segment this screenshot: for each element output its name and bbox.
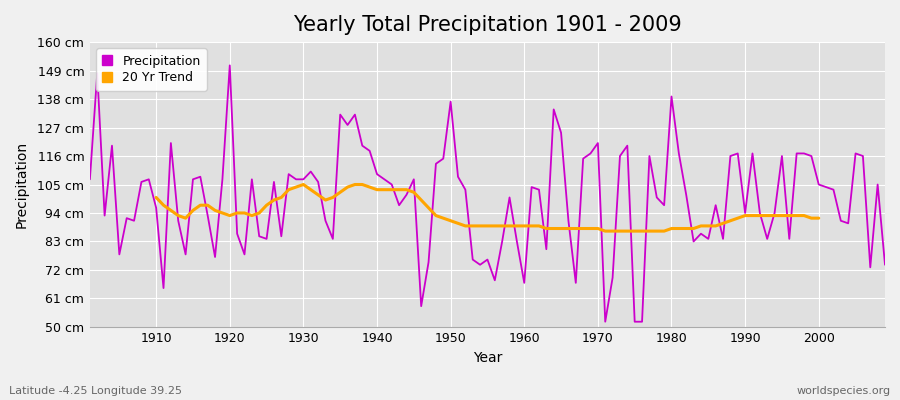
Precipitation <box>599 319 610 324</box>
Precipitation <box>622 143 633 148</box>
Line: Precipitation: Precipitation <box>90 66 885 322</box>
Text: worldspecies.org: worldspecies.org <box>796 386 891 396</box>
Precipitation <box>519 280 530 285</box>
Precipitation <box>879 262 890 267</box>
20 Yr Trend <box>814 216 824 220</box>
Text: Latitude -4.25 Longitude 39.25: Latitude -4.25 Longitude 39.25 <box>9 386 182 396</box>
Precipitation <box>312 180 323 184</box>
20 Yr Trend <box>231 210 242 215</box>
Line: 20 Yr Trend: 20 Yr Trend <box>156 184 819 231</box>
Precipitation <box>357 143 368 148</box>
20 Yr Trend <box>725 218 736 223</box>
Precipitation <box>224 63 235 68</box>
20 Yr Trend <box>298 182 309 187</box>
20 Yr Trend <box>599 229 610 234</box>
Legend: Precipitation, 20 Yr Trend: Precipitation, 20 Yr Trend <box>96 48 207 91</box>
Y-axis label: Precipitation: Precipitation <box>15 141 29 228</box>
20 Yr Trend <box>150 195 161 200</box>
20 Yr Trend <box>541 226 552 231</box>
Precipitation <box>85 177 95 182</box>
X-axis label: Year: Year <box>472 351 502 365</box>
Precipitation <box>526 185 537 190</box>
20 Yr Trend <box>806 216 817 220</box>
Precipitation <box>143 177 154 182</box>
20 Yr Trend <box>328 195 338 200</box>
20 Yr Trend <box>312 192 323 197</box>
Title: Yearly Total Precipitation 1901 - 2009: Yearly Total Precipitation 1901 - 2009 <box>293 15 682 35</box>
